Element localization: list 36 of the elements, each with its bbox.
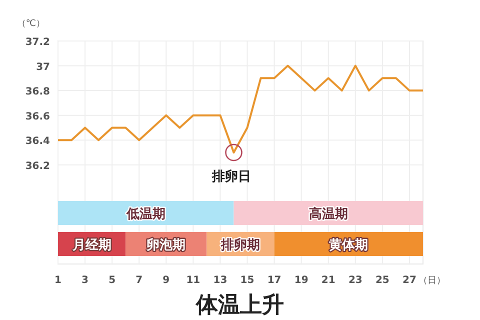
y-tick-label: 36.4 xyxy=(25,136,50,148)
band: 黄体期 xyxy=(274,232,423,256)
x-tick-label: 15 xyxy=(240,275,254,286)
y-tick-label: 36.6 xyxy=(25,111,50,122)
x-tick-label: 9 xyxy=(162,275,170,286)
band-label: 高温期 xyxy=(308,206,348,222)
text: 体温上升 xyxy=(195,293,284,318)
band-label: 月经期 xyxy=(71,238,112,253)
x-tick-label: 3 xyxy=(82,275,89,286)
x-tick-label: 19 xyxy=(294,275,308,286)
x-tick-label: 11 xyxy=(186,275,200,286)
x-tick-label: 25 xyxy=(375,275,390,286)
x-tick-label: 27 xyxy=(402,275,416,286)
x-tick-label: 7 xyxy=(136,275,143,286)
band-label: 黄体期 xyxy=(328,238,368,253)
x-tick-label: 1 xyxy=(54,275,62,286)
x-tick-label: 5 xyxy=(108,275,116,286)
x-axis-title: （日） xyxy=(418,276,446,286)
x-tick-label: 21 xyxy=(321,275,336,286)
x-tick-label: 23 xyxy=(348,275,362,286)
band: 高温期 xyxy=(234,201,423,225)
y-axis-title: （℃） xyxy=(16,19,45,29)
annotation: 排卵日 xyxy=(211,168,252,184)
band: 卵泡期 xyxy=(126,232,207,256)
x-tick-label: 13 xyxy=(213,275,228,286)
band: 排卵期 xyxy=(206,232,274,256)
y-tick-label: 37 xyxy=(36,62,50,73)
y-tick-label: 36.8 xyxy=(25,86,50,98)
y-tick-label: 36.2 xyxy=(25,160,50,172)
band-label: 排卵期 xyxy=(220,237,260,253)
band-label: 低温期 xyxy=(125,207,166,222)
y-tick-label: 37.2 xyxy=(25,37,50,48)
x-tick-label: 17 xyxy=(267,275,282,286)
band: 月经期 xyxy=(58,232,126,256)
band-label: 卵泡期 xyxy=(146,237,186,253)
band: 低温期 xyxy=(58,201,234,225)
